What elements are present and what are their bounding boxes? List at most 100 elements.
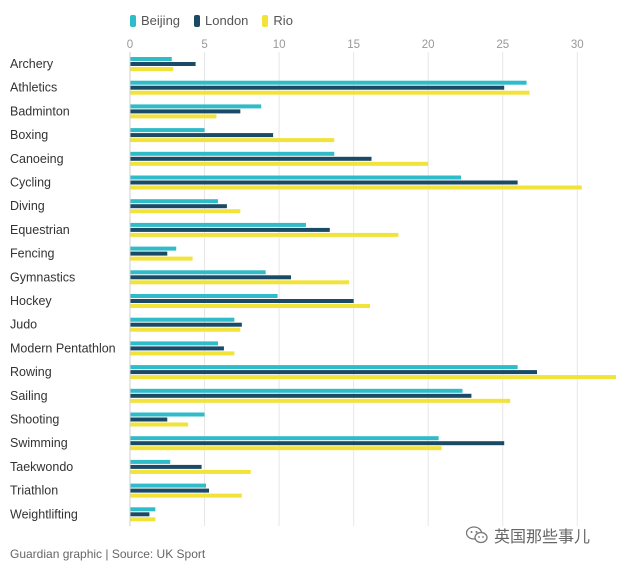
category-label: Archery bbox=[10, 57, 54, 71]
bar-rio bbox=[130, 304, 371, 308]
bar-rio bbox=[130, 422, 189, 427]
bar-london bbox=[130, 109, 241, 114]
category-label: Shooting bbox=[10, 413, 59, 427]
bar-rio bbox=[130, 67, 174, 71]
bar-london bbox=[130, 275, 292, 280]
category-label: Modern Pentathlon bbox=[10, 341, 116, 355]
legend-item-london: London bbox=[194, 13, 248, 28]
legend-swatch bbox=[130, 14, 136, 27]
category-label: Canoeing bbox=[10, 152, 64, 166]
bar-beijing bbox=[130, 222, 306, 227]
bar-rio bbox=[130, 375, 617, 380]
legend: Beijing London Rio bbox=[130, 13, 293, 28]
bar-beijing bbox=[130, 436, 439, 441]
bar-rio bbox=[130, 114, 217, 119]
bar-london bbox=[130, 133, 274, 138]
legend-swatch bbox=[194, 14, 201, 27]
category-label: Rowing bbox=[10, 365, 52, 379]
legend-item-beijing: Beijing bbox=[130, 13, 180, 28]
bar-rio bbox=[130, 185, 582, 190]
bar-beijing bbox=[130, 317, 235, 322]
bar-rio bbox=[130, 351, 235, 356]
watermark-text: 英国那些事儿 bbox=[494, 529, 591, 546]
bar-beijing bbox=[130, 151, 335, 156]
bar-rio bbox=[130, 138, 335, 143]
category-label: Equestrian bbox=[10, 223, 70, 237]
legend-label: Beijing bbox=[141, 13, 181, 28]
bar-london bbox=[130, 204, 227, 209]
bar-london bbox=[130, 346, 224, 351]
category-label: Weightlifting bbox=[10, 507, 78, 521]
bar-london bbox=[130, 85, 505, 90]
bar-beijing bbox=[130, 104, 262, 109]
legend-label: Rio bbox=[273, 13, 293, 28]
category-label: Triathlon bbox=[10, 484, 58, 498]
bar-london bbox=[130, 393, 472, 398]
category-label: Diving bbox=[10, 199, 45, 213]
x-tick-label: 0 bbox=[127, 39, 133, 51]
bar-beijing bbox=[130, 365, 518, 370]
bar-beijing bbox=[130, 294, 278, 298]
x-tick-label: 20 bbox=[422, 39, 435, 51]
bar-london bbox=[130, 464, 202, 469]
bar-rio bbox=[130, 90, 530, 95]
category-label: Gymnastics bbox=[10, 270, 75, 284]
wechat-icon bbox=[466, 526, 488, 544]
watermark: 英国那些事儿 bbox=[466, 523, 590, 547]
bar-beijing bbox=[130, 507, 156, 512]
bar-rio bbox=[130, 446, 442, 451]
category-label: Sailing bbox=[10, 389, 48, 403]
legend-label: London bbox=[205, 13, 249, 28]
bar-beijing bbox=[130, 412, 205, 417]
bar-london bbox=[130, 180, 518, 185]
bar-rio bbox=[130, 469, 251, 474]
bar-rio bbox=[130, 256, 193, 261]
category-label: Boxing bbox=[10, 128, 48, 142]
bar-rio bbox=[130, 517, 156, 522]
source-caption: Guardian graphic | Source: UK Sport bbox=[10, 547, 206, 561]
x-tick-label: 25 bbox=[496, 39, 509, 51]
bar-beijing bbox=[130, 80, 527, 85]
category-label: Fencing bbox=[10, 247, 55, 261]
bar-london bbox=[130, 370, 538, 375]
bar-rio bbox=[130, 161, 429, 166]
category-label: Taekwondo bbox=[10, 460, 73, 474]
category-label: Judo bbox=[10, 318, 37, 332]
bar-london bbox=[130, 322, 242, 327]
category-label: Athletics bbox=[10, 81, 57, 95]
bar-rio bbox=[130, 327, 241, 332]
x-tick-label: 10 bbox=[273, 39, 286, 51]
legend-item-rio: Rio bbox=[262, 13, 293, 28]
bar-beijing bbox=[130, 246, 177, 251]
bar-rio bbox=[130, 209, 241, 214]
x-tick-label: 15 bbox=[347, 39, 360, 51]
category-label: Badminton bbox=[10, 104, 70, 118]
bar-beijing bbox=[130, 388, 463, 393]
bar-london bbox=[130, 488, 210, 493]
bar-london bbox=[130, 441, 505, 446]
bar-beijing bbox=[130, 483, 207, 488]
bar-london bbox=[130, 227, 330, 232]
bar-beijing bbox=[130, 128, 205, 133]
x-tick-label: 5 bbox=[201, 39, 207, 51]
bar-rio bbox=[130, 232, 399, 237]
bar-beijing bbox=[130, 270, 266, 275]
bar-beijing bbox=[130, 175, 461, 180]
bar-london bbox=[130, 62, 196, 66]
category-label: Cycling bbox=[10, 176, 51, 190]
bar-rio bbox=[130, 398, 511, 403]
category-label: Swimming bbox=[10, 436, 68, 450]
category-label: Hockey bbox=[10, 294, 52, 308]
bar-chart: 0 5 10 15 20 25 30 Archery Athletics Badminton Box… bbox=[10, 39, 617, 526]
x-tick-label: 30 bbox=[571, 39, 584, 51]
bar-rio bbox=[130, 280, 350, 285]
bar-london bbox=[130, 156, 372, 161]
bar-beijing bbox=[130, 199, 218, 204]
bar-london bbox=[130, 512, 150, 517]
bar-beijing bbox=[130, 459, 171, 464]
bar-london bbox=[130, 299, 354, 303]
bar-beijing bbox=[130, 341, 218, 346]
legend-swatch bbox=[262, 14, 269, 27]
bar-rio bbox=[130, 493, 242, 498]
bar-beijing bbox=[130, 57, 172, 61]
